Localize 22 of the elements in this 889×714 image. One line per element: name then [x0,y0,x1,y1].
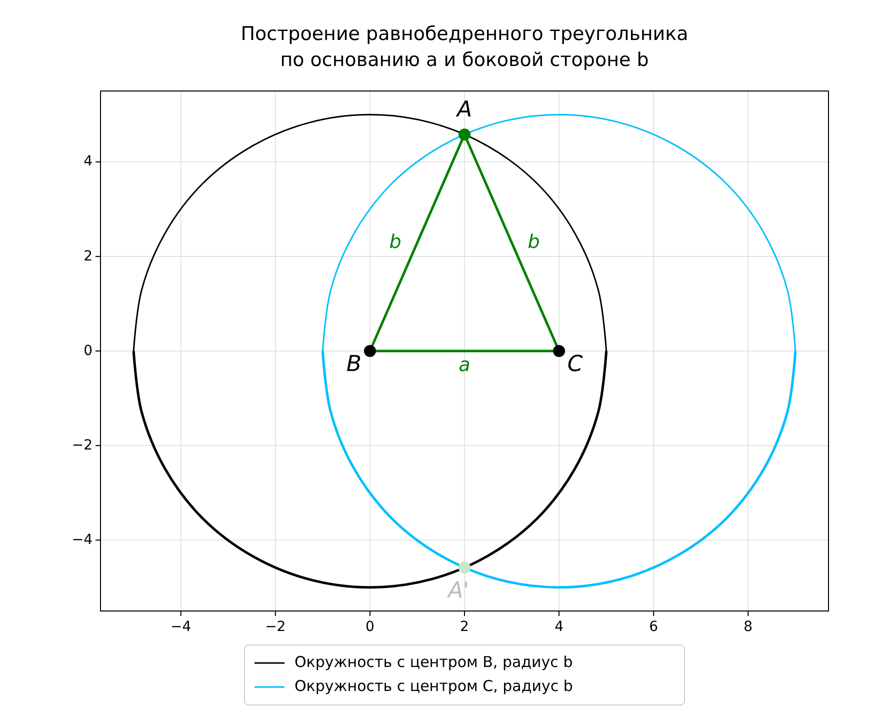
annotation: b [389,230,402,253]
y-tick-label: 2 [84,248,92,264]
annotation: a [458,354,470,376]
x-tick-label: 2 [460,619,469,635]
legend-label: Окружность с центром C, радиус b [294,677,573,696]
x-tick-label: 6 [649,619,658,635]
annotation: A [454,98,472,123]
legend-label: Окружность с центром B, радиус b [294,653,573,672]
x-tick-label: −2 [265,619,286,635]
chart-title: Построение равнобедренного треугольника по основанию a и боковой стороне b [240,23,688,71]
x-tick-label: 0 [365,619,374,635]
x-tick-label: 8 [744,619,753,635]
annotation: B [346,352,362,378]
y-tick-label: 4 [84,154,93,170]
x-tick-label: −4 [170,619,192,635]
annotation: C [567,352,584,378]
y-tick-label: −4 [72,532,93,548]
annotation: b [528,230,540,253]
annotation: A' [446,578,470,604]
y-tick-label: 0 [84,342,92,359]
y-tick-label: −2 [72,437,92,454]
x-tick-label: 4 [554,619,564,635]
